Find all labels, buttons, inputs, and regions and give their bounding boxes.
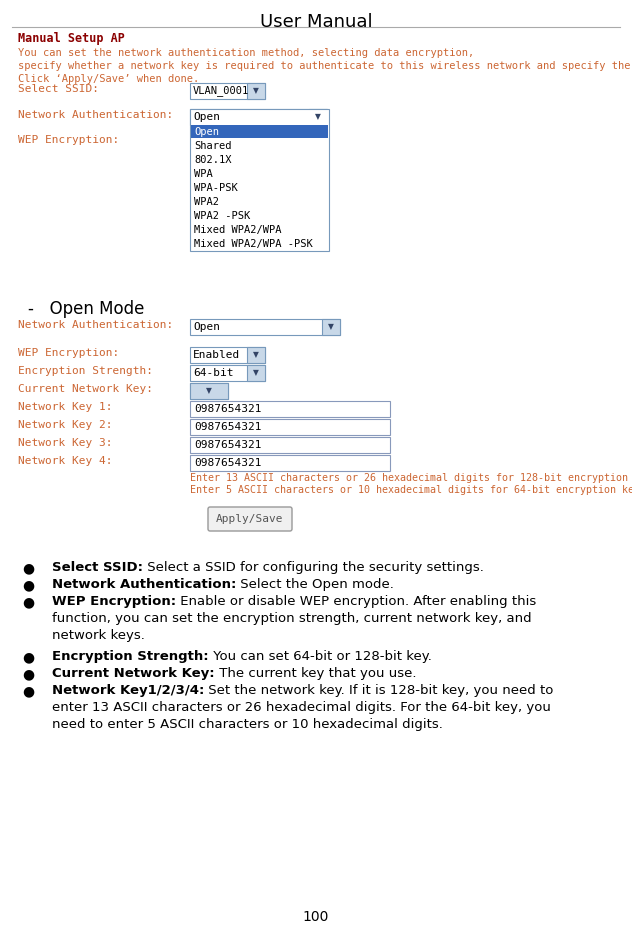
- Text: ●: ●: [22, 578, 34, 592]
- Bar: [190, 401, 390, 417]
- Text: WPA: WPA: [194, 169, 213, 179]
- Text: WPA-PSK: WPA-PSK: [194, 183, 238, 193]
- Text: Encryption Strength:: Encryption Strength:: [52, 650, 209, 663]
- Text: ▼: ▼: [206, 387, 212, 395]
- Text: Click ‘Apply/Save’ when done.: Click ‘Apply/Save’ when done.: [18, 74, 199, 84]
- Text: function, you can set the encryption strength, current network key, and: function, you can set the encryption str…: [52, 612, 532, 625]
- Text: 100: 100: [303, 910, 329, 924]
- Text: Select a SSID for configuring the security settings.: Select a SSID for configuring the securi…: [143, 561, 484, 574]
- Text: Network Key 3:: Network Key 3:: [18, 438, 112, 448]
- Text: Network Authentication:: Network Authentication:: [18, 110, 173, 120]
- Text: ●: ●: [22, 595, 34, 609]
- Text: enter 13 ASCII characters or 26 hexadecimal digits. For the 64-bit key, you: enter 13 ASCII characters or 26 hexadeci…: [52, 701, 551, 714]
- FancyBboxPatch shape: [208, 507, 292, 531]
- Text: Network Key1/2/3/4:: Network Key1/2/3/4:: [52, 684, 204, 697]
- Bar: [190, 383, 228, 399]
- Text: Open: Open: [193, 112, 220, 122]
- Text: ●: ●: [22, 650, 34, 664]
- Bar: [190, 109, 329, 251]
- Bar: [190, 83, 265, 99]
- Text: Network Authentication:: Network Authentication:: [52, 578, 236, 591]
- Bar: [190, 419, 390, 435]
- Text: Current Network Key:: Current Network Key:: [18, 384, 153, 394]
- Bar: [190, 109, 327, 125]
- Text: Mixed WPA2/WPA: Mixed WPA2/WPA: [194, 225, 281, 235]
- Text: Set the network key. If it is 128-bit key, you need to: Set the network key. If it is 128-bit ke…: [204, 684, 554, 697]
- Text: 802.1X: 802.1X: [194, 155, 231, 165]
- Text: Enable or disable WEP encryption. After enabling this: Enable or disable WEP encryption. After …: [176, 595, 537, 608]
- Bar: [190, 437, 390, 453]
- Text: Network Key 1:: Network Key 1:: [18, 402, 112, 412]
- Text: Enabled: Enabled: [193, 350, 240, 360]
- Text: Shared: Shared: [194, 141, 231, 151]
- Bar: [322, 319, 340, 335]
- Bar: [190, 319, 340, 335]
- Text: Select the Open mode.: Select the Open mode.: [236, 578, 394, 591]
- Text: WEP Encryption:: WEP Encryption:: [52, 595, 176, 608]
- Text: Network Key 4:: Network Key 4:: [18, 456, 112, 466]
- Text: WEP Encryption:: WEP Encryption:: [18, 135, 119, 145]
- Text: specify whether a network key is required to authenticate to this wireless netwo: specify whether a network key is require…: [18, 61, 632, 71]
- Text: Enter 13 ASCII characters or 26 hexadecimal digits for 128-bit encryption keys: Enter 13 ASCII characters or 26 hexadeci…: [190, 473, 632, 483]
- Bar: [247, 83, 265, 99]
- Bar: [247, 365, 265, 381]
- Text: You can set the network authentication method, selecting data encryption,: You can set the network authentication m…: [18, 48, 474, 58]
- Bar: [309, 109, 327, 125]
- Text: Apply/Save: Apply/Save: [216, 514, 284, 524]
- Bar: [247, 347, 265, 363]
- Text: ▼: ▼: [315, 113, 321, 121]
- Text: 0987654321: 0987654321: [194, 422, 262, 432]
- Text: ▼: ▼: [328, 322, 334, 332]
- Bar: [190, 365, 265, 381]
- Text: 0987654321: 0987654321: [194, 458, 262, 468]
- Text: Mixed WPA2/WPA -PSK: Mixed WPA2/WPA -PSK: [194, 239, 313, 249]
- Text: need to enter 5 ASCII characters or 10 hexadecimal digits.: need to enter 5 ASCII characters or 10 h…: [52, 718, 443, 731]
- Text: User Manual: User Manual: [260, 13, 372, 31]
- Text: 0987654321: 0987654321: [194, 440, 262, 450]
- Text: Network Authentication:: Network Authentication:: [18, 320, 173, 330]
- Text: 0987654321: 0987654321: [194, 404, 262, 414]
- Text: 64-bit: 64-bit: [193, 368, 233, 378]
- Text: VLAN_0001: VLAN_0001: [193, 86, 249, 96]
- Text: Select SSID:: Select SSID:: [18, 84, 99, 94]
- Text: Open: Open: [194, 127, 219, 137]
- Text: ●: ●: [22, 561, 34, 575]
- Text: network keys.: network keys.: [52, 629, 145, 642]
- Bar: [190, 455, 390, 471]
- Text: Select SSID:: Select SSID:: [52, 561, 143, 574]
- Text: WEP Encryption:: WEP Encryption:: [18, 348, 119, 358]
- Bar: [191, 125, 328, 138]
- Text: The current key that you use.: The current key that you use.: [215, 667, 416, 680]
- Text: Encryption Strength:: Encryption Strength:: [18, 366, 153, 376]
- Text: ▼: ▼: [253, 87, 259, 95]
- Text: -   Open Mode: - Open Mode: [28, 300, 144, 318]
- Text: Manual Setup AP: Manual Setup AP: [18, 32, 125, 45]
- Text: ●: ●: [22, 667, 34, 681]
- Text: Enter 5 ASCII characters or 10 hexadecimal digits for 64-bit encryption keys: Enter 5 ASCII characters or 10 hexadecim…: [190, 485, 632, 495]
- Text: Open: Open: [193, 322, 220, 332]
- Text: Network Key 2:: Network Key 2:: [18, 420, 112, 430]
- Text: ▼: ▼: [253, 368, 259, 377]
- Bar: [190, 347, 265, 363]
- Text: ●: ●: [22, 684, 34, 698]
- Text: WPA2: WPA2: [194, 197, 219, 207]
- Text: You can set 64-bit or 128-bit key.: You can set 64-bit or 128-bit key.: [209, 650, 432, 663]
- Text: ▼: ▼: [253, 350, 259, 360]
- Bar: [190, 383, 228, 399]
- Text: Current Network Key:: Current Network Key:: [52, 667, 215, 680]
- Text: WPA2 -PSK: WPA2 -PSK: [194, 211, 250, 221]
